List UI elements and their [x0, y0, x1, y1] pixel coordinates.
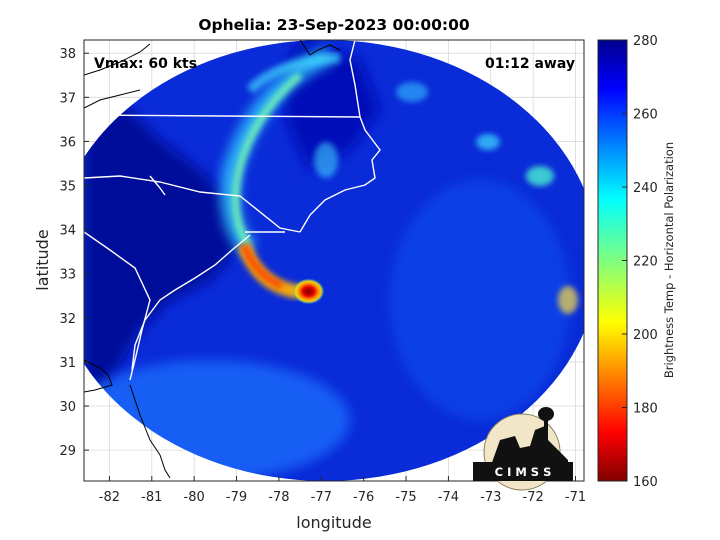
- chart-title: Ophelia: 23-Sep-2023 00:00:00: [198, 16, 470, 34]
- convective-cell: [476, 134, 500, 150]
- y-tick-label: 37: [59, 91, 76, 106]
- x-tick-label: -77: [311, 490, 332, 505]
- y-tick-label: 33: [59, 268, 76, 283]
- y-tick-label: 36: [59, 135, 76, 150]
- x-tick-label: -78: [268, 490, 289, 505]
- x-tick-label: -76: [353, 490, 374, 505]
- vmax-annotation: Vmax: 60 kts: [94, 56, 197, 72]
- colorbar-tick-label: 160: [633, 475, 658, 490]
- y-tick-label: 32: [59, 312, 76, 327]
- y-tick-label: 29: [59, 444, 76, 459]
- convective-cell: [526, 166, 554, 186]
- x-axis: -82 -81 -80 -79 -78 -77 -76 -75 -74 -73 -72 -71: [99, 476, 586, 505]
- x-tick-label: -80: [184, 490, 205, 505]
- x-tick-label: -72: [523, 490, 544, 505]
- colorbar-ticks: 160 180 200 220 240 260 280: [622, 34, 658, 490]
- colorbar-tick-label: 180: [633, 402, 658, 417]
- logo-tower: [544, 412, 548, 452]
- colorbar-tick-label: 240: [633, 181, 658, 196]
- colorbar-tick-label: 280: [633, 34, 658, 49]
- colorbar-tick-label: 260: [633, 108, 658, 123]
- x-axis-label: longitude: [296, 513, 371, 532]
- storm-eye: [292, 278, 325, 305]
- eyewall-band-core: [241, 243, 284, 289]
- x-tick-label: -71: [565, 490, 586, 505]
- plot-frame: [83, 39, 585, 482]
- logo-text: C I M S S: [495, 465, 552, 479]
- x-tick-label: -74: [438, 490, 459, 505]
- y-tick-label: 35: [59, 180, 76, 195]
- rain-band-north: [246, 53, 341, 94]
- y-tick-label: 34: [59, 224, 76, 239]
- x-tick-label: -73: [480, 490, 501, 505]
- logo-silhouette: [490, 426, 568, 468]
- east-ocean-region: [390, 180, 570, 420]
- x-tick-label: -82: [99, 490, 120, 505]
- y-tick-label: 38: [59, 47, 76, 62]
- x-tick-label: -81: [141, 490, 162, 505]
- time-away-annotation: 01:12 away: [485, 56, 575, 72]
- logo-tank: [538, 407, 554, 421]
- y-tick-label: 30: [59, 400, 76, 415]
- coastline-white: [84, 40, 381, 381]
- y-tick-label: 31: [59, 356, 76, 371]
- x-tick-label: -75: [395, 490, 416, 505]
- colorbar-tick-label: 200: [633, 328, 658, 343]
- colorbar-label: Brightness Temp - Horizontal Polarizatio…: [662, 142, 676, 378]
- y-axis: 29 30 31 32 33 34 35 36 37 38: [59, 47, 89, 459]
- convective-cell: [314, 142, 338, 178]
- swath-layer: [84, 40, 584, 481]
- land-warm-region: [84, 90, 245, 400]
- y-axis-label: latitude: [33, 229, 52, 290]
- cimss-logo: C I M S S: [473, 407, 573, 491]
- convective-cell: [396, 82, 428, 102]
- coastline-black: [84, 40, 341, 479]
- rain-band-inner: [231, 71, 303, 248]
- logo-banner: [473, 462, 573, 481]
- colorbar-tick-label: 220: [633, 255, 658, 270]
- convective-cell: [558, 286, 578, 314]
- x-tick-label: -79: [226, 490, 247, 505]
